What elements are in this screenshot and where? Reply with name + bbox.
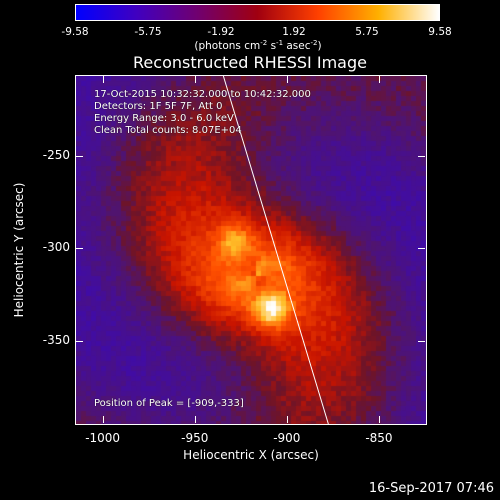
x-tick-label: -900 — [273, 431, 301, 445]
clean-counts-label: Clean Total counts: 8.07E+04 — [94, 125, 242, 136]
x-axis-title: Heliocentric X (arcsec) — [183, 448, 319, 462]
y-tick-label: -300 — [42, 240, 70, 255]
energy-range-label: Energy Range: 3.0 - 6.0 keV — [94, 113, 234, 124]
time-range-label: 17-Oct-2015 10:32:32.000 to 10:42:32.000 — [94, 89, 311, 100]
colorbar-tick: 1.92 — [282, 26, 306, 38]
colorbar-tick: -5.75 — [134, 26, 162, 38]
detectors-label: Detectors: 1F 5F 7F, Att 0 — [94, 101, 223, 112]
y-tick-mark — [418, 248, 425, 250]
x-tick-mark — [286, 76, 288, 83]
x-tick-mark — [102, 416, 104, 423]
colorbar — [75, 4, 440, 21]
y-tick-label: -250 — [42, 147, 70, 162]
chart-title: Reconstructed RHESSI Image — [133, 53, 367, 72]
y-tick-mark — [76, 248, 83, 250]
y-tick-mark — [418, 155, 425, 157]
x-tick-mark — [102, 76, 104, 83]
colorbar-tick: 5.75 — [355, 26, 379, 38]
x-tick-mark — [286, 416, 288, 423]
x-tick-mark — [194, 416, 196, 423]
x-tick-label: -850 — [365, 431, 393, 445]
x-tick-label: -1000 — [85, 431, 121, 445]
x-tick-mark — [194, 76, 196, 83]
footer-timestamp: 16-Sep-2017 07:46 — [368, 481, 494, 496]
peak-position-label: Position of Peak = [-909,-333] — [94, 398, 244, 409]
colorbar-unit-label: (photons cm-2 s-1 asec-2) — [194, 39, 322, 52]
y-tick-mark — [418, 340, 425, 342]
solar-limb-line — [222, 76, 329, 424]
colorbar-tick: -1.92 — [207, 26, 235, 38]
plot-area: 17-Oct-2015 10:32:32.000 to 10:42:32.000… — [75, 75, 427, 425]
heatmap-image — [76, 76, 426, 424]
x-tick-mark — [378, 76, 380, 83]
plot-overlay — [222, 76, 329, 424]
y-tick-label: -350 — [42, 332, 70, 347]
y-tick-mark — [76, 155, 83, 157]
y-axis-title: Heliocentric Y (arcsec) — [12, 182, 26, 318]
y-tick-mark — [76, 340, 83, 342]
x-tick-label: -950 — [181, 431, 209, 445]
colorbar-tick: -9.58 — [61, 26, 89, 38]
x-tick-mark — [378, 416, 380, 423]
colorbar-tick: 9.58 — [428, 26, 452, 38]
